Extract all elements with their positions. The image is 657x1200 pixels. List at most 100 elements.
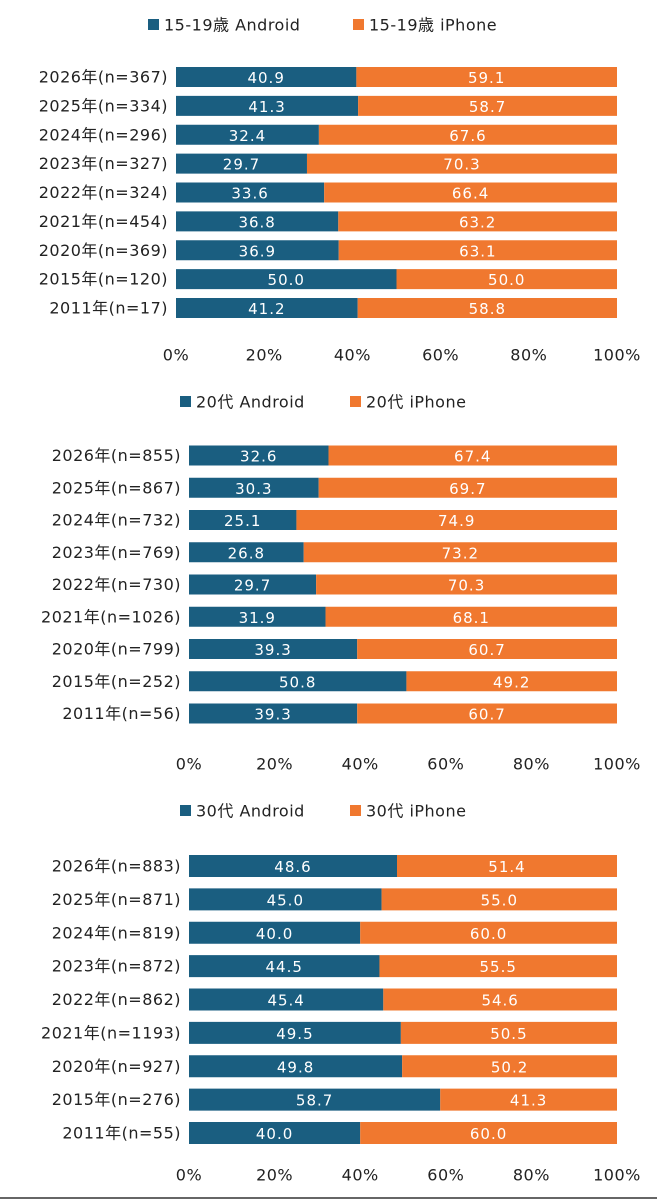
chart3-android-bar (189, 1088, 441, 1111)
chart3-category-label: 2021年(n=1193) (41, 1023, 181, 1042)
chart1-category-label: 2021年(n=454) (39, 212, 168, 231)
chart2-legend-swatch-2 (350, 396, 361, 407)
chart2-iphone-value-label: 49.2 (493, 673, 530, 691)
chart3-iphone-value-label: 50.2 (491, 1058, 528, 1076)
chart1-iphone-value-label: 58.7 (469, 98, 506, 116)
chart1-iphone-value-label: 63.1 (459, 242, 496, 260)
chart3-category-label: 2022年(n=862) (52, 990, 181, 1009)
chart1-android-value-label: 50.0 (268, 271, 305, 289)
chart1-iphone-value-label: 70.3 (443, 156, 480, 174)
chart3-android-bar (189, 1055, 403, 1078)
chart3-category-label: 2023年(n=872) (52, 957, 181, 976)
chart3-x-tick-label: 80% (513, 1166, 550, 1185)
chart3-category-label: 2015年(n=276) (52, 1090, 181, 1109)
chart3-android-bar (189, 988, 384, 1011)
chart3-iphone-bar (383, 988, 617, 1011)
chart3-android-value-label: 58.7 (296, 1092, 333, 1110)
chart2-android-value-label: 31.9 (239, 609, 276, 627)
chart1-iphone-bar (318, 124, 617, 145)
chart2-android-value-label: 39.3 (254, 706, 291, 724)
chart3-android-bar (189, 855, 398, 877)
chart3-x-tick-label: 20% (256, 1166, 293, 1185)
chart3-iphone-value-label: 60.0 (470, 925, 507, 943)
chart3-x-tick-label: 0% (176, 1166, 202, 1185)
chart3-android-value-label: 40.0 (256, 925, 293, 943)
chart1-android-value-label: 32.4 (229, 127, 266, 145)
chart1-x-tick-label: 40% (334, 346, 371, 365)
chart2-android-value-label: 30.3 (235, 480, 272, 498)
chart2-android-value-label: 26.8 (228, 544, 265, 562)
chart2-android-bar (189, 477, 319, 498)
chart2-android-value-label: 32.6 (240, 448, 277, 466)
chart3-legend-label-2: 30代 iPhone (366, 802, 466, 821)
chart3-android-value-label: 45.0 (267, 891, 304, 909)
chart2-android-bar (189, 703, 358, 724)
chart2-iphone-bar (325, 606, 617, 627)
chart3-android-bar (189, 888, 382, 911)
chart2-category-label: 2015年(n=252) (52, 672, 181, 691)
chart3-android-bar (189, 1021, 401, 1044)
chart1-android-bar (176, 124, 319, 145)
chart2-iphone-value-label: 68.1 (453, 609, 490, 627)
chart2-iphone-value-label: 73.2 (442, 544, 479, 562)
chart2-iphone-bar (328, 445, 617, 466)
chart2-category-label: 2011年(n=56) (62, 704, 181, 723)
chart3-category-label: 2024年(n=819) (52, 923, 181, 942)
chart3-iphone-value-label: 41.3 (510, 1092, 547, 1110)
chart3-android-value-label: 45.4 (267, 992, 304, 1010)
chart1-x-tick-label: 60% (422, 346, 459, 365)
chart3-iphone-value-label: 50.5 (490, 1025, 527, 1043)
chart1-android-value-label: 36.9 (239, 242, 276, 260)
chart1-iphone-value-label: 67.6 (449, 127, 486, 145)
chart1-x-tick-label: 20% (246, 346, 283, 365)
chart1-android-bar (176, 182, 325, 203)
chart3-android-value-label: 40.0 (256, 1125, 293, 1143)
chart1-iphone-value-label: 50.0 (488, 271, 525, 289)
chart3-iphone-bar (397, 855, 617, 877)
chart1-iphone-value-label: 66.4 (452, 185, 489, 203)
chart2-iphone-value-label: 60.7 (468, 706, 505, 724)
chart1-iphone-value-label: 63.2 (459, 213, 496, 231)
chart3-iphone-bar (360, 1122, 617, 1144)
chart2-category-label: 2022年(n=730) (52, 575, 181, 594)
chart1-x-tick-label: 80% (510, 346, 547, 365)
chart1-category-label: 2015年(n=120) (39, 270, 168, 289)
chart2-iphone-value-label: 74.9 (438, 512, 475, 530)
chart3-iphone-bar (400, 1021, 617, 1044)
chart1-iphone-bar (324, 182, 617, 203)
chart1-android-value-label: 41.3 (248, 98, 285, 116)
chart3-category-label: 2011年(n=55) (62, 1124, 181, 1143)
chart3-iphone-value-label: 51.4 (488, 858, 525, 876)
chart3-android-value-label: 49.8 (277, 1058, 314, 1076)
chart2-android-value-label: 29.7 (234, 577, 271, 595)
chart3-android-bar (189, 921, 361, 944)
chart2-android-bar (189, 606, 326, 627)
chart2-android-value-label: 25.1 (224, 512, 261, 530)
chart2-iphone-value-label: 70.3 (448, 577, 485, 595)
chart1-iphone-bar (358, 95, 617, 116)
chart3-android-value-label: 48.6 (274, 858, 311, 876)
chart3-iphone-bar (440, 1088, 617, 1111)
chart2-android-bar (189, 639, 358, 659)
chart2-iphone-bar (357, 639, 617, 659)
chart2-iphone-value-label: 69.7 (449, 480, 486, 498)
chart1-android-bar (176, 240, 339, 261)
chart1-android-value-label: 33.6 (231, 185, 268, 203)
chart1-category-label: 2023年(n=327) (39, 154, 168, 173)
chart2-iphone-bar (316, 574, 617, 595)
chart1-iphone-bar (338, 240, 617, 261)
chart1-category-label: 2024年(n=296) (39, 125, 168, 144)
chart2-x-tick-label: 100% (593, 755, 641, 774)
chart1-android-bar (176, 298, 358, 318)
chart2-android-bar (189, 542, 304, 563)
chart2-legend-label-2: 20代 iPhone (366, 393, 466, 412)
chart2-iphone-bar (406, 671, 617, 692)
chart2-category-label: 2024年(n=732) (52, 511, 181, 530)
chart1-android-bar (176, 153, 307, 174)
chart3-iphone-bar (381, 888, 617, 911)
chart1-legend-swatch-2 (353, 19, 364, 30)
chart2-iphone-value-label: 67.4 (454, 448, 491, 466)
chart2-iphone-bar (357, 703, 617, 724)
chart2-android-value-label: 39.3 (254, 641, 291, 659)
